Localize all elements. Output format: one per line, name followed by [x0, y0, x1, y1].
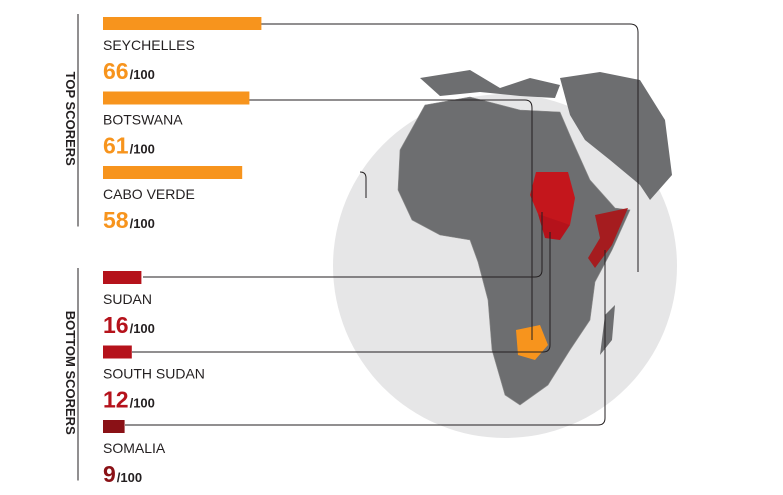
connectors [125, 23, 639, 426]
connector [359, 171, 367, 198]
score-suffix: /100 [117, 470, 142, 485]
connector [260, 23, 639, 272]
madagascar [600, 305, 615, 355]
score: 16 [103, 312, 129, 338]
bar [103, 345, 132, 359]
country-name: SUDAN [103, 291, 152, 307]
country-name: SEYCHELLES [103, 37, 195, 53]
map [333, 70, 677, 438]
score-suffix: /100 [130, 142, 155, 157]
bar [103, 166, 243, 179]
bar [103, 420, 125, 433]
score-suffix: /100 [130, 216, 155, 231]
group-label: TOP SCORERS [63, 72, 78, 166]
group-label: BOTTOM SCORERS [63, 311, 78, 435]
middle-east [560, 72, 672, 200]
connector [125, 250, 606, 426]
somalia [588, 208, 628, 268]
bar [103, 17, 262, 30]
south-sudan [538, 214, 570, 240]
bar [103, 271, 142, 284]
score-suffix: /100 [130, 321, 155, 336]
score: 66 [103, 58, 129, 84]
score-suffix: /100 [130, 67, 155, 82]
country-name: SOMALIA [103, 440, 166, 456]
europe [420, 70, 560, 98]
africa [397, 96, 631, 406]
sudan [530, 172, 575, 225]
score: 58 [103, 207, 129, 233]
connector [143, 212, 543, 278]
connector [248, 99, 533, 340]
botswana [516, 325, 548, 360]
country-name: CABO VERDE [103, 186, 195, 202]
score: 61 [103, 133, 129, 159]
bar [103, 91, 250, 105]
connector [132, 232, 551, 353]
score: 12 [103, 387, 129, 413]
country-name: SOUTH SUDAN [103, 366, 205, 382]
score: 9 [103, 461, 116, 487]
score-suffix: /100 [130, 396, 155, 411]
country-name: BOTSWANA [103, 112, 183, 128]
